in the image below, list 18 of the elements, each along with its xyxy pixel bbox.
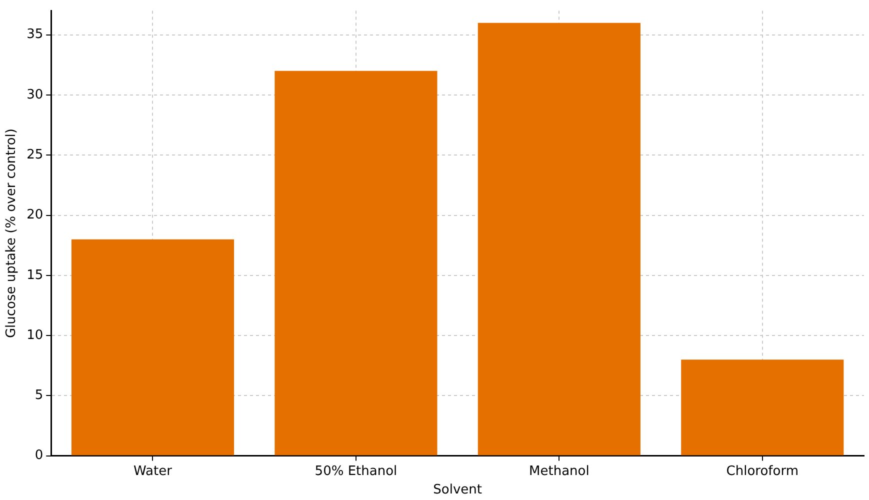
- y-tick-label: 10: [26, 328, 44, 343]
- bar: [274, 70, 438, 456]
- x-tick-label: 50% Ethanol: [314, 464, 398, 479]
- y-tick-label: 35: [26, 27, 44, 42]
- bar: [71, 239, 234, 456]
- x-axis-title: Solvent: [433, 482, 482, 498]
- x-tick-label: Water: [134, 464, 173, 479]
- y-tick-label: 25: [26, 148, 44, 162]
- bar: [681, 360, 844, 456]
- y-tick-label: 0: [34, 448, 44, 464]
- y-tick-label: 15: [26, 268, 44, 283]
- y-tick-label: 30: [26, 87, 44, 102]
- x-tick-label: Methanol: [529, 464, 590, 479]
- y-axis-title: Glucose uptake (% over control): [4, 128, 20, 338]
- bar: [478, 22, 640, 456]
- y-tick-label: 5: [34, 388, 44, 404]
- y-tick-label: 20: [26, 208, 44, 223]
- x-tick-label: Chloroform: [726, 464, 798, 479]
